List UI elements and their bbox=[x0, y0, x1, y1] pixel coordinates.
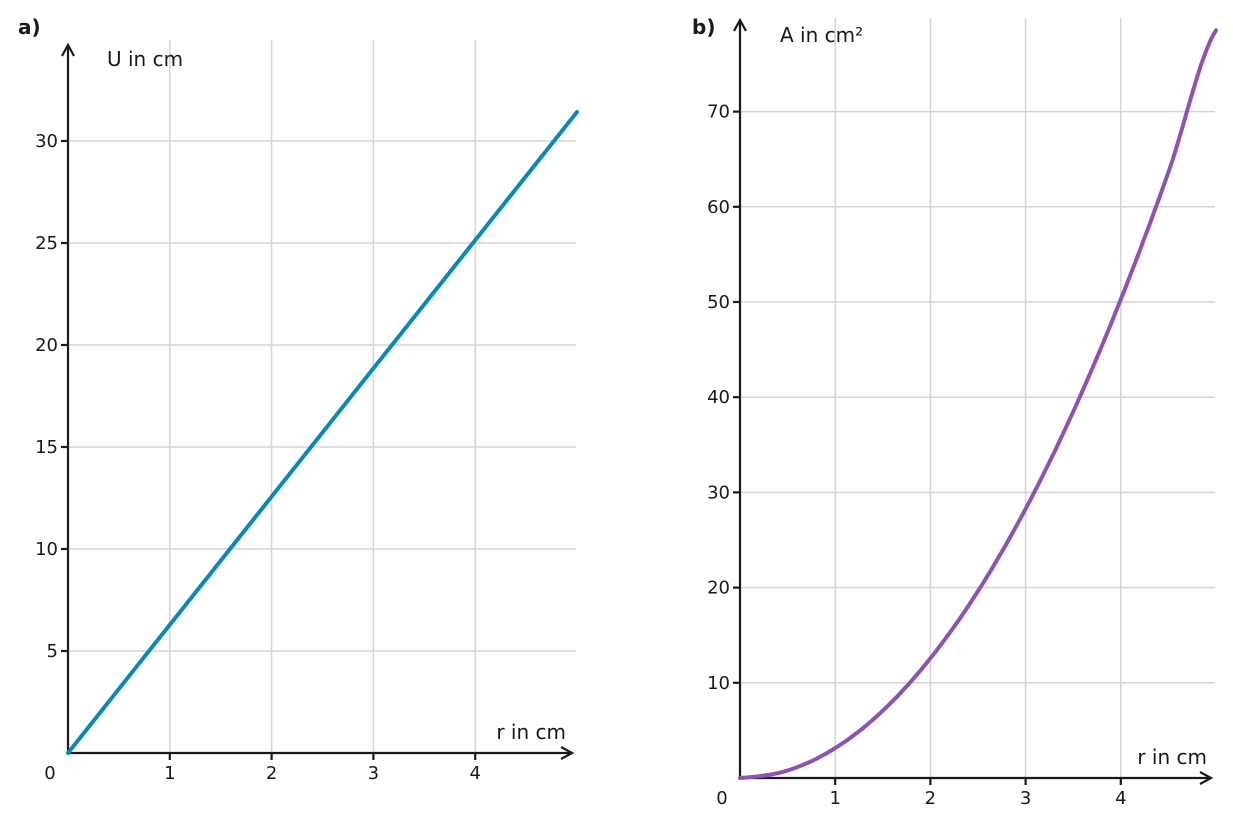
x-tick-label: 4 bbox=[1115, 788, 1126, 809]
x-tick-label: 2 bbox=[266, 763, 277, 784]
chart-panel-a: 1 2 3 4 5 10 15 20 25 30 0 U in cm r in cm a) bbox=[18, 15, 579, 784]
x-axis-label: r in cm bbox=[496, 720, 566, 744]
y-tick-label: 25 bbox=[35, 233, 58, 254]
y-axis-label: U in cm bbox=[107, 47, 183, 71]
x-tick-label: 2 bbox=[925, 788, 936, 809]
y-tick-label: 10 bbox=[35, 539, 58, 560]
y-tick-label: 30 bbox=[707, 482, 730, 503]
x-tick-label: 4 bbox=[469, 763, 480, 784]
y-tick-label: 30 bbox=[35, 131, 58, 152]
y-axis-label: A in cm² bbox=[780, 23, 863, 47]
y-tick-label: 60 bbox=[707, 197, 730, 218]
panel-label: b) bbox=[692, 15, 715, 39]
y-tick-label: 50 bbox=[707, 292, 730, 313]
y-tick-label: 20 bbox=[35, 335, 58, 356]
x-tick-label: 3 bbox=[368, 763, 379, 784]
x-axis-arrow bbox=[560, 746, 575, 760]
y-tick-label: 5 bbox=[47, 641, 58, 662]
series-line bbox=[66, 110, 579, 755]
y-tick-label: 70 bbox=[707, 102, 730, 123]
y-tick-label: 40 bbox=[707, 387, 730, 408]
y-tick-label: 15 bbox=[35, 437, 58, 458]
y-tick-label: 10 bbox=[707, 673, 730, 694]
origin-label: 0 bbox=[44, 763, 55, 784]
y-tick-label: 20 bbox=[707, 578, 730, 599]
x-tick-label: 3 bbox=[1020, 788, 1031, 809]
origin-label: 0 bbox=[716, 788, 727, 809]
x-axis-label: r in cm bbox=[1137, 745, 1207, 769]
y-axis-arrow bbox=[61, 42, 75, 57]
panel-label: a) bbox=[18, 15, 41, 39]
series-line bbox=[738, 28, 1218, 780]
x-tick-label: 1 bbox=[829, 788, 840, 809]
y-axis-arrow bbox=[733, 17, 747, 32]
x-tick-label: 1 bbox=[164, 763, 175, 784]
chart-panel-b: 1 2 3 4 10 20 30 40 50 60 70 0 A in cm² r in cm b) bbox=[692, 15, 1218, 809]
x-axis-arrow bbox=[1199, 771, 1214, 785]
